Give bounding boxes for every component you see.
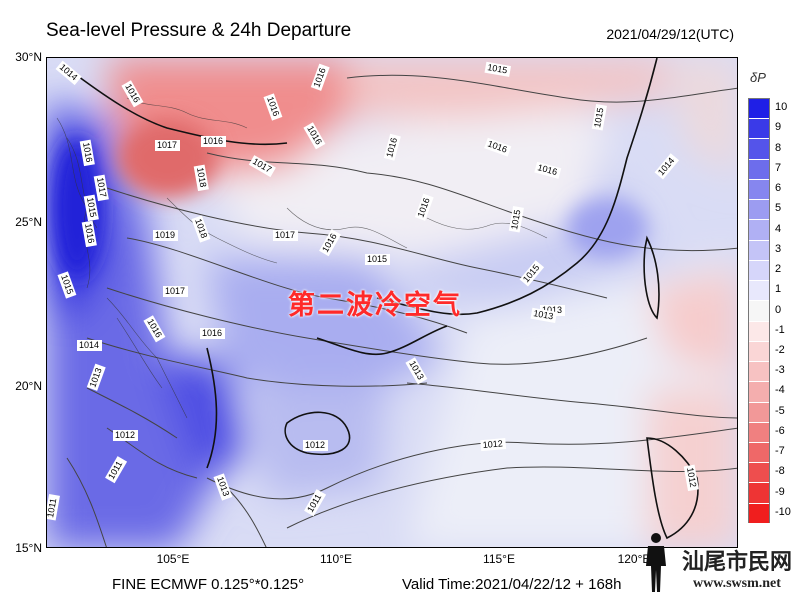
- isobar-label: 1014: [79, 340, 99, 350]
- colorbar-tick-label: 1: [775, 283, 782, 296]
- isobar-label: 1017: [157, 140, 177, 150]
- isobar-label: 1015: [367, 254, 387, 264]
- colorbar-tick-label: 6: [775, 182, 782, 195]
- map-canvas: 1015 1016 1016 1016 1017 1016 1017 1018 …: [47, 58, 737, 547]
- colorbar: [748, 98, 770, 524]
- valid-time-label: Valid Time:2021/04/22/12 + 168h: [402, 576, 622, 593]
- colorbar-tick-label: -7: [775, 445, 785, 458]
- chart-title: Sea-level Pressure & 24h Departure: [46, 20, 352, 41]
- isobar-label: 1011: [47, 498, 58, 519]
- isobar-label: 1013: [542, 305, 562, 315]
- colorbar-cell: [749, 260, 769, 282]
- colorbar-cell: [749, 139, 769, 160]
- colorbar-cell: [749, 463, 769, 484]
- colorbar-cell: [749, 240, 769, 261]
- watermark-url: www.swsm.net: [693, 576, 781, 591]
- isobar-label: 1013: [533, 308, 554, 321]
- colorbar-tick-label: 9: [775, 121, 782, 134]
- overlay-annotation: 第二波冷空气: [288, 290, 462, 320]
- isobar-label: 1016: [83, 223, 96, 244]
- colorbar-cell: [749, 362, 769, 383]
- isobar-label: 1012: [305, 440, 325, 450]
- colorbar-tick-label: -6: [775, 424, 785, 437]
- colorbar-tick-label: 5: [775, 202, 782, 215]
- isobar-label: 1016: [202, 328, 222, 338]
- isobar-label: 1012: [482, 438, 503, 450]
- lon-label-115: 115°E: [483, 552, 515, 566]
- colorbar-cell: [749, 442, 769, 464]
- model-label: FINE ECMWF 0.125°*0.125°: [112, 576, 305, 593]
- colorbar-tick-label: -9: [775, 485, 785, 498]
- isobar-label: 1015: [592, 107, 605, 128]
- colorbar-cell: [749, 483, 769, 504]
- chart-date: 2021/04/29/12(UTC): [606, 26, 734, 42]
- colorbar-tick-label: -8: [775, 465, 785, 478]
- colorbar-tick-label: 4: [775, 222, 782, 235]
- isobar-label: 1017: [95, 177, 108, 198]
- colorbar-cell: [749, 402, 769, 423]
- isobar-label: 1015: [487, 62, 508, 75]
- colorbar-cell: [749, 99, 769, 120]
- lat-label-15: 15°N: [15, 541, 42, 555]
- lon-label-110: 110°E: [320, 552, 352, 566]
- lat-label-25: 25°N: [15, 215, 42, 229]
- colorbar-cell: [749, 422, 769, 443]
- colorbar-tick-label: 8: [775, 141, 782, 154]
- pressure-map: 1015 1016 1016 1016 1017 1016 1017 1018 …: [46, 57, 738, 548]
- isobar-label: 1016: [203, 136, 223, 146]
- colorbar-tick-label: -1: [775, 323, 785, 336]
- colorbar-tick-label: -2: [775, 343, 785, 356]
- person-silhouette-icon: [645, 533, 666, 592]
- lon-label-105: 105°E: [156, 552, 190, 566]
- colorbar-cell: [749, 321, 769, 342]
- isobar-label: 1016: [81, 142, 94, 163]
- colorbar-cell: [749, 119, 769, 140]
- colorbar-tick-label: -4: [775, 384, 785, 397]
- isobar-label: 1017: [275, 230, 295, 240]
- colorbar-tick-label: -10: [775, 505, 791, 518]
- isobar-label: 1018: [195, 167, 208, 188]
- colorbar-cell: [749, 341, 769, 363]
- isobar-label: 1019: [155, 230, 175, 240]
- isobar-label: 1012: [115, 430, 135, 440]
- watermark: 汕尾市民网 www.swsm.net: [645, 533, 792, 592]
- colorbar-cell: [749, 179, 769, 201]
- isobar-label: 1012: [685, 467, 698, 488]
- lon-label-120: 120°E: [617, 552, 651, 566]
- lat-label-20: 20°N: [15, 379, 42, 393]
- colorbar-cell: [749, 503, 769, 524]
- isobar-labels: 1015 1016 1016 1016 1017 1016 1017 1018 …: [47, 60, 699, 521]
- colorbar-tick-label: -3: [775, 364, 785, 377]
- colorbar-tick-label: 0: [775, 303, 782, 316]
- colorbar-tick-label: 3: [775, 242, 782, 255]
- colorbar-cell: [749, 281, 769, 302]
- colorbar-title: δP: [750, 70, 766, 85]
- isobar-label: 1015: [509, 209, 522, 230]
- lat-label-30: 30°N: [15, 50, 42, 64]
- colorbar-tick-label: 2: [775, 263, 782, 276]
- colorbar-cell: [749, 220, 769, 241]
- colorbar-cell: [749, 382, 769, 403]
- isobar-label: 1015: [85, 197, 98, 218]
- colorbar-tick-label: 10: [775, 101, 788, 114]
- colorbar-cell: [749, 159, 769, 180]
- isobar-label: 1017: [165, 286, 185, 296]
- watermark-text: 汕尾市民网: [681, 549, 792, 575]
- colorbar-cell: [749, 200, 769, 221]
- colorbar-tick-label: -5: [775, 404, 785, 417]
- colorbar-cell: [749, 301, 769, 322]
- colorbar-tick-label: 7: [775, 161, 782, 174]
